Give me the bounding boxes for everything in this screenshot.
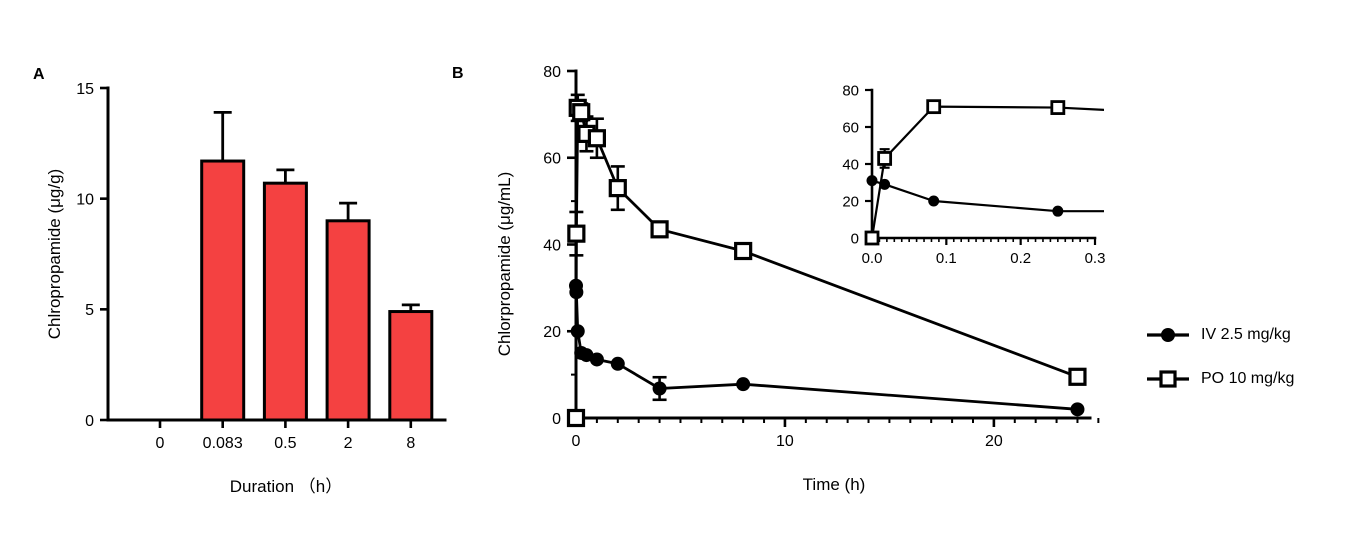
open-square-marker-icon bbox=[1147, 370, 1189, 388]
panel-b-xtick-label: 20 bbox=[985, 433, 1003, 450]
legend-item-iv: IV 2.5 mg/kg bbox=[1147, 326, 1294, 344]
open-square-markers bbox=[566, 98, 1087, 428]
filled-circle-markers bbox=[866, 175, 1064, 217]
panel-a-bar bbox=[262, 181, 308, 422]
panel-b-ytick-label: 20 bbox=[543, 324, 561, 341]
filled-circle-markers bbox=[569, 278, 1085, 417]
panel-a-category-label: 2 bbox=[344, 435, 353, 452]
panel-a-error-bar bbox=[213, 110, 232, 161]
panel-b-series-open-square bbox=[566, 93, 1087, 428]
panel-b-label: B bbox=[452, 65, 464, 82]
panel-b-inset-xtick-label: 0.3 bbox=[1085, 250, 1106, 267]
panel-b-inset-ytick-label: 0 bbox=[851, 230, 859, 247]
panel-b-ytick-label: 60 bbox=[543, 151, 561, 168]
panel-b-xtick-label: 0 bbox=[572, 433, 581, 450]
panel-b-inset-xtick-label: 0.2 bbox=[1010, 250, 1031, 267]
legend: IV 2.5 mg/kg PO 10 mg/kg bbox=[1147, 326, 1294, 388]
legend-label-po: PO 10 mg/kg bbox=[1201, 370, 1295, 387]
panel-a-bar bbox=[200, 159, 246, 422]
panel-a-error-bar bbox=[401, 303, 420, 311]
panel-b-series-filled-circle bbox=[569, 278, 1085, 417]
panel-b-ytick-label: 40 bbox=[543, 237, 561, 254]
panel-a-xlabel: Duration （h） bbox=[230, 477, 342, 496]
panel-b-line-chart: 0 20 40 60 80 0 10 20 Chlorpropamide (μg/mL) Time… bbox=[495, 64, 1100, 494]
panel-a-category-label: 0.5 bbox=[274, 435, 296, 452]
panel-a-error-bar bbox=[276, 168, 295, 183]
panel-a-bar-chart: 0 5 10 15 Chlropropamide (μg/g) Duration （h） 0… bbox=[45, 81, 447, 496]
panel-b-ylabel: Chlorpropamide (μg/mL) bbox=[495, 172, 514, 357]
panel-b-inset-ytick-label: 20 bbox=[842, 193, 859, 210]
legend-item-po: PO 10 mg/kg bbox=[1147, 370, 1294, 388]
panel-b-inset-xtick-label: 0.1 bbox=[936, 250, 957, 267]
panel-b-inset-ytick-label: 40 bbox=[842, 156, 859, 173]
panel-a-category-label: 8 bbox=[406, 435, 415, 452]
panel-a-ytick-label: 10 bbox=[76, 191, 94, 208]
filled-circle-marker-icon bbox=[1147, 328, 1189, 342]
panel-b-xlabel: Time (h) bbox=[803, 475, 866, 494]
panel-a-category-label: 0.083 bbox=[203, 435, 243, 452]
panel-a-bar bbox=[388, 310, 434, 422]
panel-a-ylabel: Chlropropamide (μg/g) bbox=[45, 169, 64, 339]
panel-a-ytick-label: 5 bbox=[85, 302, 94, 319]
panel-b-inset-series-filled-circle bbox=[866, 175, 1104, 217]
panel-b-inset-series-open-square bbox=[864, 99, 1104, 246]
panel-a-error-bar bbox=[339, 201, 358, 220]
open-square-markers bbox=[864, 99, 1066, 246]
panel-b-inset-chart: 0 20 40 60 80 0.0 0.1 0.2 0.3 bbox=[842, 82, 1106, 267]
panel-b-inset-ytick-label: 80 bbox=[842, 82, 859, 99]
panel-a-ytick-label: 0 bbox=[85, 413, 94, 430]
panel-a-category-label: 0 bbox=[156, 435, 165, 452]
panel-a-bars bbox=[200, 110, 434, 422]
panel-a-bar bbox=[325, 219, 371, 422]
panel-b-xtick-label: 10 bbox=[776, 433, 794, 450]
panel-b-ytick-label: 80 bbox=[543, 64, 561, 81]
panel-a-label: A bbox=[33, 66, 45, 83]
panel-b-inset-ytick-label: 60 bbox=[842, 119, 859, 136]
panel-b-ytick-label: 0 bbox=[552, 411, 561, 428]
panel-b-inset-xtick-label: 0.0 bbox=[862, 250, 883, 267]
panel-a-ytick-label: 15 bbox=[76, 81, 94, 98]
legend-label-iv: IV 2.5 mg/kg bbox=[1201, 326, 1291, 343]
